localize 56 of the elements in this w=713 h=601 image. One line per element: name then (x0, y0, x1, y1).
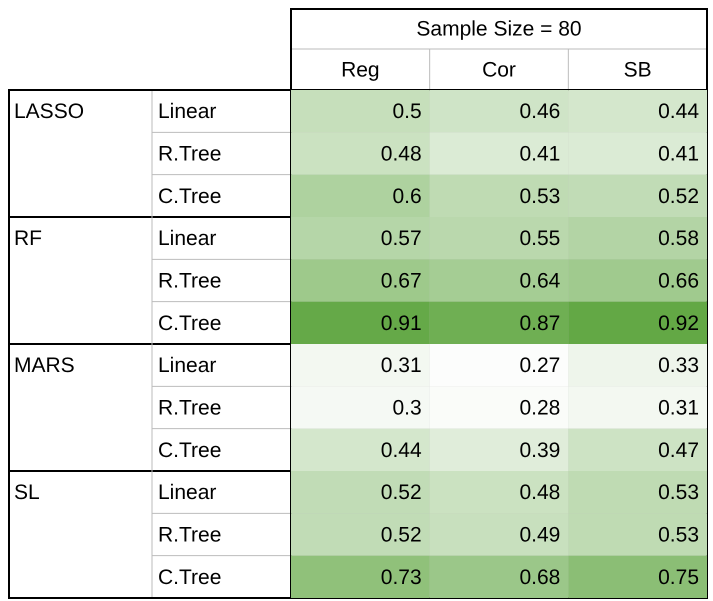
x-tick-label: Reg (341, 58, 380, 82)
data-label: 0.53 (658, 524, 699, 546)
data-label: 0.67 (380, 270, 422, 292)
data-label: 0.53 (519, 184, 560, 208)
data-label: 0.27 (519, 354, 560, 378)
data-label: 0.48 (519, 481, 560, 504)
data-label: 0.33 (658, 354, 699, 378)
data-label: 0.55 (519, 227, 560, 250)
data-label: 0.46 (519, 100, 560, 124)
data-label: 0.6 (392, 184, 422, 208)
data-label: 0.41 (658, 142, 699, 166)
y-tick-label: Linear (158, 354, 216, 378)
data-label: 0.87 (519, 312, 560, 335)
data-label: 0.47 (658, 438, 699, 462)
y2-tick-label: RF (14, 227, 42, 250)
data-label: 0.57 (380, 227, 422, 250)
data-label: 0.31 (380, 354, 422, 378)
data-label: 0.28 (519, 396, 560, 420)
data-label: 0.52 (380, 524, 422, 546)
y-tick-label: Linear (158, 227, 216, 250)
y2-tick-label: MARS (14, 354, 75, 378)
chart-title: Sample Size = 80 (416, 18, 582, 40)
data-label: 0.75 (658, 566, 699, 589)
data-label: 0.44 (380, 438, 422, 462)
data-label: 0.44 (658, 100, 700, 124)
data-label: 0.58 (658, 227, 699, 250)
data-label: 0.66 (658, 270, 699, 292)
data-label: 0.68 (519, 566, 560, 589)
data-label: 0.48 (380, 142, 422, 166)
data-label: 0.39 (519, 438, 560, 462)
y-tick-label: Linear (158, 100, 216, 124)
y2-tick-label: SL (14, 481, 40, 504)
data-label: 0.73 (380, 566, 422, 589)
data-label: 0.41 (519, 142, 560, 166)
data-label: 0.53 (658, 481, 699, 504)
data-label: 0.52 (380, 481, 422, 504)
y-tick-label: R.Tree (158, 142, 222, 166)
data-label: 0.31 (658, 396, 699, 420)
data-label: 0.91 (380, 312, 422, 335)
y-tick-label: C.Tree (158, 184, 222, 208)
data-label: 0.5 (392, 100, 422, 124)
x-tick-label: Cor (482, 58, 516, 82)
y-tick-label: C.Tree (158, 566, 222, 589)
data-label: 0.49 (519, 524, 560, 546)
y-tick-label: C.Tree (158, 312, 222, 335)
data-label: 0.92 (658, 312, 699, 335)
y-tick-label: R.Tree (158, 524, 222, 546)
data-label: 0.52 (658, 184, 699, 208)
y-tick-label: Linear (158, 481, 216, 504)
x-tick-label: SB (624, 58, 652, 82)
data-label: 0.3 (392, 396, 422, 420)
y-tick-label: R.Tree (158, 270, 222, 292)
data-label: 0.64 (519, 270, 561, 292)
y-tick-label: C.Tree (158, 438, 222, 462)
y2-tick-label: LASSO (14, 100, 84, 124)
y-tick-label: R.Tree (158, 396, 222, 420)
